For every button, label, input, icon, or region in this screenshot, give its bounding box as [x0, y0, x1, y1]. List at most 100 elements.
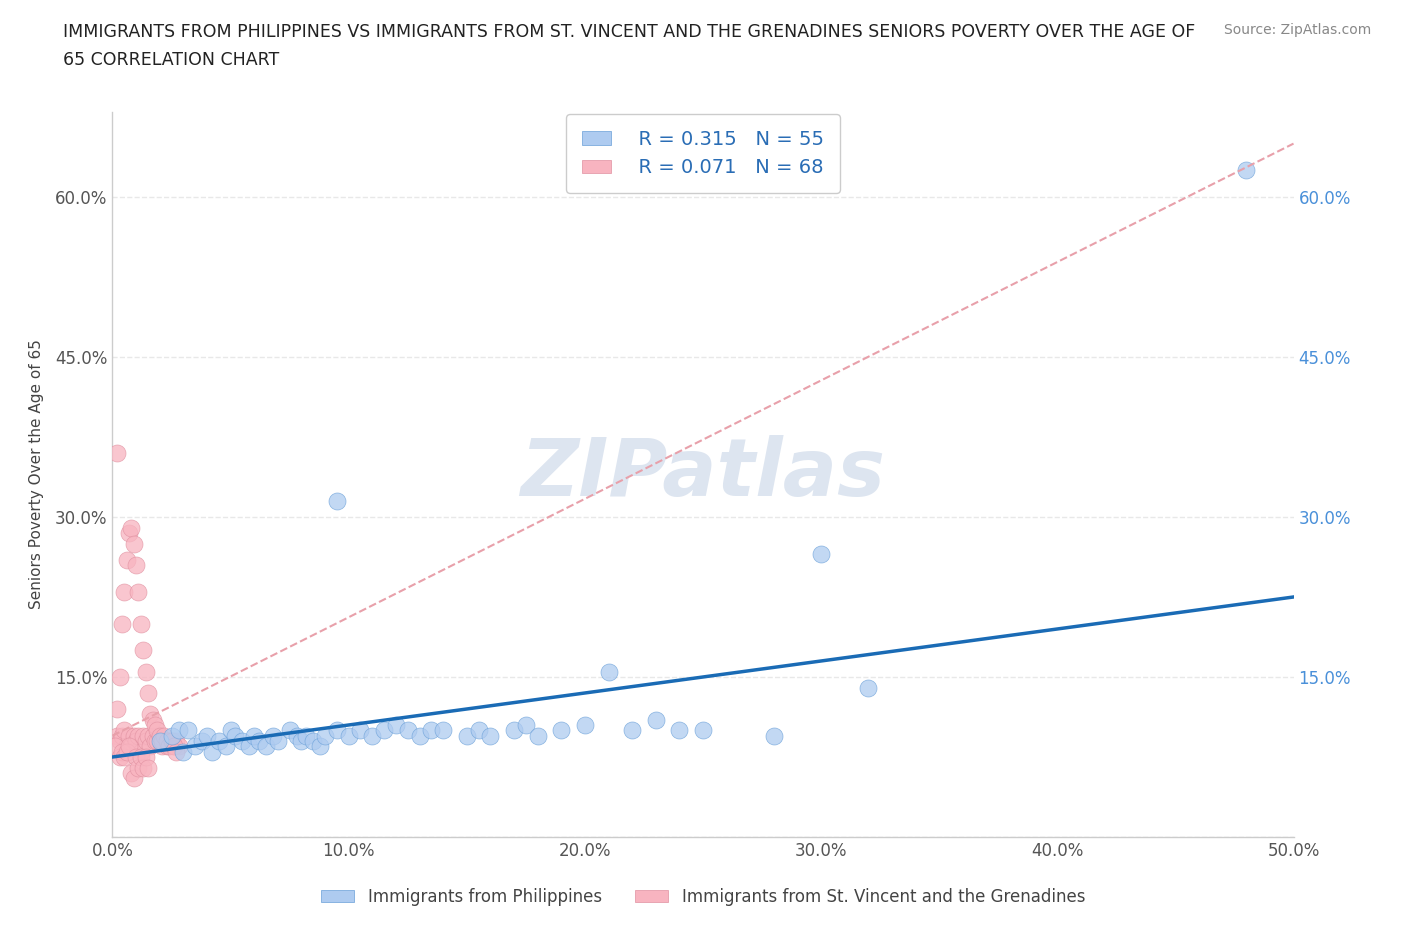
Point: [290, 734, 312, 749]
Point: [108, 670, 131, 684]
Point: [160, 728, 183, 743]
Point: [526, 728, 548, 743]
Point: [125, 750, 148, 764]
Point: [135, 750, 157, 764]
Point: [150, 734, 173, 749]
Point: [118, 728, 141, 743]
Point: [149, 728, 172, 743]
Point: [361, 728, 384, 743]
Point: [129, 744, 152, 759]
Point: [149, 734, 172, 749]
Point: [515, 718, 537, 733]
Point: [163, 738, 186, 753]
Point: [112, 750, 135, 764]
Point: [326, 494, 349, 509]
Point: [111, 728, 134, 743]
Point: [254, 738, 277, 753]
Point: [598, 664, 620, 679]
Point: [136, 685, 159, 700]
Point: [135, 664, 157, 679]
Point: [156, 734, 179, 749]
Point: [160, 734, 183, 749]
Legend: Immigrants from Philippines, Immigrants from St. Vincent and the Grenadines: Immigrants from Philippines, Immigrants …: [314, 881, 1092, 912]
Point: [195, 728, 218, 743]
Point: [201, 744, 224, 759]
Point: [262, 728, 284, 743]
Point: [111, 617, 134, 631]
Point: [108, 734, 131, 749]
Point: [165, 734, 187, 749]
Point: [105, 445, 128, 460]
Text: ZIPatlas: ZIPatlas: [520, 435, 886, 513]
Point: [231, 734, 253, 749]
Point: [810, 547, 832, 562]
Point: [132, 643, 155, 658]
Point: [172, 744, 194, 759]
Point: [105, 728, 128, 743]
Point: [125, 734, 148, 749]
Point: [122, 728, 145, 743]
Point: [160, 734, 183, 749]
Point: [115, 738, 138, 753]
Point: [135, 734, 157, 749]
Point: [385, 718, 408, 733]
Point: [692, 723, 714, 737]
Point: [139, 707, 162, 722]
Point: [149, 728, 172, 743]
Point: [143, 718, 166, 733]
Point: [432, 723, 454, 737]
Point: [111, 744, 134, 759]
Point: [219, 723, 242, 737]
Point: [191, 734, 214, 749]
Point: [408, 728, 430, 743]
Point: [143, 734, 166, 749]
Point: [762, 728, 785, 743]
Point: [129, 750, 152, 764]
Point: [550, 723, 572, 737]
Point: [153, 728, 176, 743]
Point: [150, 738, 173, 753]
Point: [127, 760, 149, 775]
Point: [108, 750, 131, 764]
Point: [120, 520, 142, 535]
Point: [122, 537, 145, 551]
Point: [420, 723, 443, 737]
Point: [112, 584, 135, 599]
Point: [157, 734, 180, 749]
Point: [165, 744, 187, 759]
Point: [142, 712, 165, 727]
Point: [125, 558, 148, 573]
Point: [278, 723, 301, 737]
Point: [167, 738, 190, 753]
Point: [238, 738, 260, 753]
Point: [337, 728, 360, 743]
Point: [208, 734, 231, 749]
Point: [621, 723, 644, 737]
Point: [574, 718, 596, 733]
Point: [132, 760, 155, 775]
Point: [129, 617, 152, 631]
Point: [479, 728, 502, 743]
Point: [503, 723, 526, 737]
Point: [224, 728, 246, 743]
Point: [247, 734, 270, 749]
Text: 65 CORRELATION CHART: 65 CORRELATION CHART: [63, 51, 280, 69]
Y-axis label: Seniors Poverty Over the Age of 65: Seniors Poverty Over the Age of 65: [30, 339, 44, 609]
Point: [215, 738, 238, 753]
Text: IMMIGRANTS FROM PHILIPPINES VS IMMIGRANTS FROM ST. VINCENT AND THE GRENADINES SE: IMMIGRANTS FROM PHILIPPINES VS IMMIGRANT…: [63, 23, 1195, 41]
Point: [127, 584, 149, 599]
Point: [295, 728, 318, 743]
Point: [157, 738, 180, 753]
Point: [136, 728, 159, 743]
Point: [644, 712, 666, 727]
Point: [115, 744, 138, 759]
Point: [122, 771, 145, 786]
Point: [1234, 163, 1257, 178]
Point: [167, 723, 190, 737]
Point: [112, 723, 135, 737]
Point: [104, 738, 127, 753]
Point: [177, 723, 200, 737]
Point: [139, 738, 162, 753]
Point: [668, 723, 690, 737]
Point: [146, 734, 169, 749]
